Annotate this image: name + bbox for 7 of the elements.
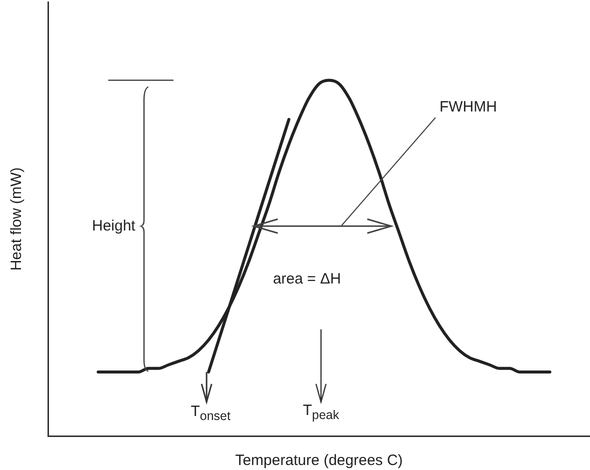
annotation: T$_{peak}$ [302,402,340,422]
annotation: Height [92,218,136,235]
annotation: area = ΔH [272,270,341,288]
annotation: FWHMH [439,98,497,116]
annotation: T$_{onset}$ [190,402,230,423]
x-axis-title: Temperature (degrees C) [235,452,403,470]
y-axis-title: Heat flow (mW) [8,167,26,271]
